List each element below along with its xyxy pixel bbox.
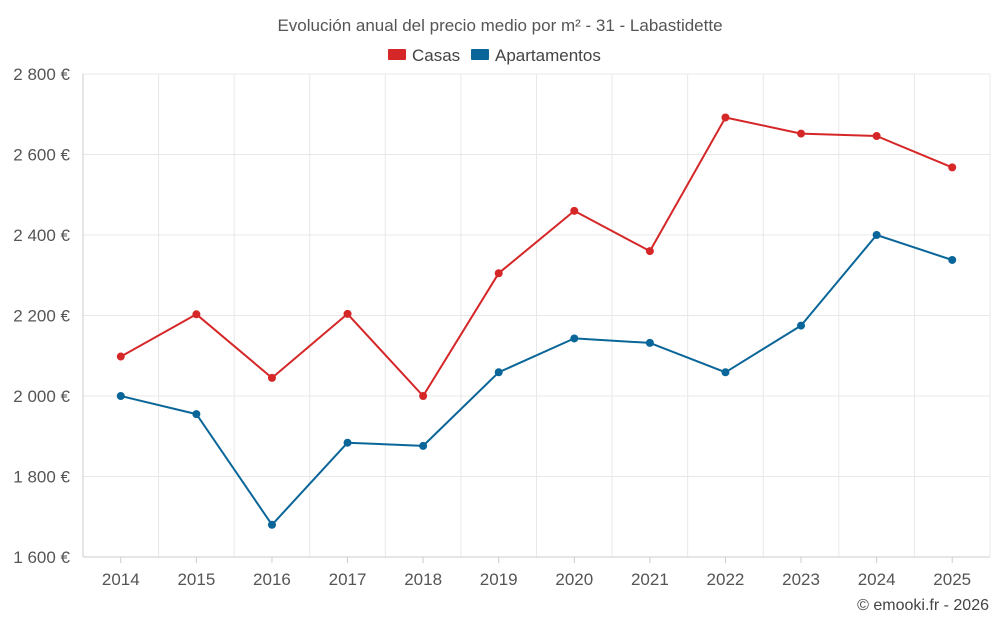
y-tick-label-2800: 2 800 € [13,65,70,84]
x-tick-label-2019: 2019 [480,570,518,589]
data-point-casas-2020 [570,206,579,215]
credit-text: © emooki.fr - 2026 [857,597,989,614]
chart-title: Evolución anual del precio medio por m² … [277,16,722,35]
grid [83,73,991,557]
x-tick-label-2023: 2023 [782,570,820,589]
x-tick-label-2024: 2024 [858,570,896,589]
data-point-apartamentos-2018 [419,441,428,450]
data-point-casas-2025 [948,163,957,172]
data-point-apartamentos-2015 [192,410,201,419]
x-tick-label-2016: 2016 [253,570,291,589]
x-tick-label-2014: 2014 [102,570,140,589]
series-line-apartamentos [120,234,953,526]
data-point-apartamentos-2020 [570,334,579,343]
y-tick-label-2600: 2 600 € [13,146,70,165]
data-point-casas-2023 [797,129,806,138]
data-point-casas-2019 [494,269,503,278]
axes: 1 600 € 1 800 € 2 000 € 2 200 € 2 400 € 2 600… [13,65,990,589]
series [116,113,957,529]
y-tick-label-2400: 2 400 € [13,226,70,245]
x-tick-label-2020: 2020 [555,570,593,589]
data-point-apartamentos-2025 [948,255,957,264]
data-point-casas-2022 [721,113,730,122]
data-point-casas-2018 [419,392,428,400]
data-point-apartamentos-2019 [494,368,503,377]
data-point-apartamentos-2017 [343,438,352,447]
series-line-casas [120,116,953,397]
x-tick-label-2022: 2022 [707,570,745,589]
legend-label-casas: Casas [412,46,460,65]
legend: Casas Apartamentos [388,46,601,65]
data-point-apartamentos-2014 [116,392,125,400]
data-point-casas-2015 [192,310,201,319]
legend-swatch-casas [388,49,406,60]
x-tick-label-2015: 2015 [177,570,215,589]
x-tick-label-2018: 2018 [404,570,442,589]
x-tick-label-2017: 2017 [329,570,367,589]
legend-item-casas[interactable]: Casas [388,46,460,65]
data-point-casas-2021 [645,247,654,256]
x-tick-label-2021: 2021 [631,570,669,589]
data-point-apartamentos-2022 [721,368,730,377]
data-point-apartamentos-2016 [267,520,276,529]
legend-label-apartamentos: Apartamentos [495,46,601,65]
data-point-apartamentos-2021 [645,338,654,347]
data-point-casas-2017 [343,309,352,318]
data-point-casas-2016 [267,373,276,382]
data-point-apartamentos-2023 [797,321,806,330]
legend-item-apartamentos[interactable]: Apartamentos [471,46,601,65]
y-tick-label-1800: 1 800 € [13,468,70,487]
y-tick-label-1600: 1 600 € [13,548,70,567]
y-tick-label-2000: 2 000 € [13,387,70,406]
legend-swatch-apartamentos [471,49,489,60]
data-point-apartamentos-2024 [872,231,881,239]
data-point-casas-2014 [116,352,125,361]
data-point-casas-2024 [872,131,881,140]
x-tick-label-2025: 2025 [933,570,971,589]
y-tick-label-2200: 2 200 € [13,307,70,326]
